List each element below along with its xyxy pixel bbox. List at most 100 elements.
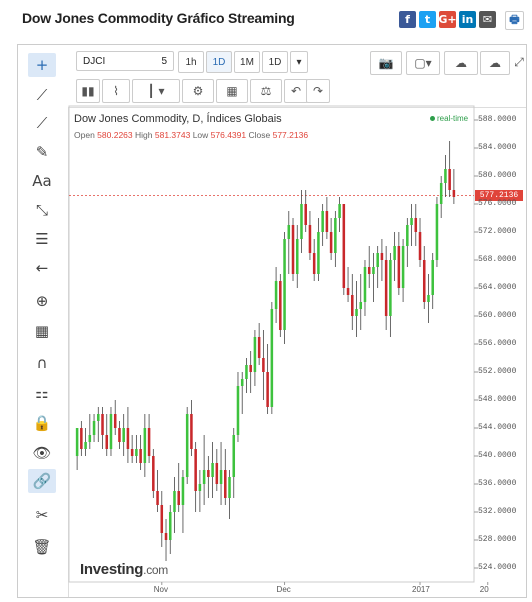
- bar-type-button[interactable]: ┃ ▾: [132, 79, 180, 103]
- linkedin-icon[interactable]: in: [459, 11, 476, 28]
- indicators-button[interactable]: ▦: [216, 79, 248, 103]
- y-tick-label: 568.0000: [478, 255, 517, 264]
- bars-icon: ┃: [147, 84, 155, 98]
- ohlc-readout: Open 580.2263 High 581.3743 Low 576.4391…: [74, 130, 308, 140]
- brush-icon[interactable]: ✎: [35, 143, 49, 161]
- remove-drawings-icon[interactable]: ✂: [35, 506, 49, 524]
- arrow-icon[interactable]: ←: [35, 259, 49, 277]
- indicators-icon: ▦: [226, 84, 238, 98]
- link-icon[interactable]: 🔗: [28, 469, 56, 493]
- y-tick-label: 560.0000: [478, 311, 517, 320]
- cloud-download-icon: ☁: [489, 56, 501, 70]
- y-tick-label: 532.0000: [478, 507, 517, 516]
- redo-button[interactable]: ↷: [306, 79, 330, 103]
- y-tick-label: 548.0000: [478, 395, 517, 404]
- candles-button[interactable]: ▮▮: [76, 79, 100, 103]
- hide-icon[interactable]: 👁: [32, 444, 52, 462]
- high-label: High: [135, 130, 153, 140]
- text-icon[interactable]: Aa: [32, 172, 52, 190]
- chevron-down-icon: ▾: [158, 84, 165, 98]
- fullscreen-icon: ⤢: [514, 54, 524, 69]
- current-price-label: 577.2136: [475, 190, 523, 201]
- googleplus-icon[interactable]: G+: [438, 11, 457, 28]
- realtime-badge: real-time: [430, 114, 468, 123]
- zoom-icon[interactable]: ⊕: [35, 292, 49, 310]
- y-tick-label: 552.0000: [478, 367, 517, 376]
- camera-icon: 📷: [378, 56, 394, 70]
- close-label: Close: [248, 130, 271, 140]
- color-picker[interactable]: ▢▾: [406, 51, 440, 75]
- logo-suffix: .com: [143, 563, 168, 577]
- redo-icon: ↷: [312, 84, 324, 98]
- interval-1h[interactable]: 1h: [178, 51, 204, 73]
- scale-icon: ⚖: [260, 84, 272, 98]
- line-chart-button[interactable]: ⌇: [102, 79, 130, 103]
- trend-line-icon[interactable]: ⟋: [36, 86, 48, 104]
- interval-1m[interactable]: 1M: [234, 51, 260, 73]
- lock-icon[interactable]: 🔒: [32, 414, 52, 432]
- cloud-upload-button[interactable]: ☁: [444, 51, 478, 75]
- y-tick-label: 580.0000: [478, 171, 517, 180]
- twitter-icon[interactable]: t: [419, 11, 436, 28]
- interval-menu[interactable]: ▾: [290, 51, 308, 73]
- parallel-channel-icon[interactable]: ⟋: [36, 114, 48, 132]
- symbol-res: 5: [161, 55, 167, 67]
- facebook-icon[interactable]: f: [399, 11, 416, 28]
- investing-logo: Investing.com: [80, 561, 168, 578]
- logo-brand: Investing: [80, 561, 144, 578]
- share-bar: f t G+ in ✉: [399, 11, 496, 28]
- crosshair-icon[interactable]: +: [28, 53, 56, 77]
- y-tick-label: 588.0000: [478, 115, 517, 124]
- y-tick-label: 564.0000: [478, 283, 517, 292]
- camera-button[interactable]: 📷: [370, 51, 402, 75]
- interval-1d[interactable]: 1D: [206, 51, 232, 73]
- high-value: 581.3743: [154, 130, 191, 140]
- compare-button[interactable]: ⚖: [250, 79, 282, 103]
- mail-icon[interactable]: ✉: [479, 11, 496, 28]
- symbol-text: DJCI: [83, 55, 106, 67]
- x-tick-label: Nov: [153, 585, 169, 594]
- drawing-toolbar: + ⟋ ⟋ ✎ Aa ⤡ ☰ ← ⊕ ▦ ∩ ⚏ 🔒 👁 🔗 ✂ 🗑: [18, 45, 69, 597]
- open-label: Open: [74, 130, 95, 140]
- cloud-upload-icon: ☁: [455, 56, 467, 70]
- undo-button[interactable]: ↶: [284, 79, 308, 103]
- y-tick-label: 540.0000: [478, 451, 517, 460]
- square-icon: ▢▾: [414, 56, 432, 70]
- y-tick-label: 576.0000: [478, 199, 517, 208]
- chart-toolbar: DJCI 5 1h 1D 1M 1D ▾ 📷 ▢▾ ☁ ☁ ⤢ ▮▮ ⌇ ┃ ▾…: [68, 45, 526, 108]
- settings-button[interactable]: ⚙: [182, 79, 214, 103]
- low-value: 576.4391: [210, 130, 247, 140]
- y-tick-label: 544.0000: [478, 423, 517, 432]
- candles-icon: ▮▮: [81, 84, 95, 98]
- page-title: Dow Jones Commodity Gráfico Streaming: [22, 10, 295, 26]
- y-tick-label: 572.0000: [478, 227, 517, 236]
- stay-drawing-icon[interactable]: ⚏: [35, 384, 49, 402]
- x-tick-label: 20: [479, 585, 489, 594]
- y-tick-label: 528.0000: [478, 535, 517, 544]
- interval-1d-b[interactable]: 1D: [262, 51, 288, 73]
- close-value: 577.2136: [272, 130, 309, 140]
- pattern-icon[interactable]: ⤡: [35, 201, 48, 219]
- fullscreen-button[interactable]: ⤢: [512, 51, 526, 73]
- y-tick-label: 524.0000: [478, 563, 517, 572]
- y-tick-label: 584.0000: [478, 143, 517, 152]
- gear-icon: ⚙: [192, 84, 204, 98]
- print-icon[interactable]: 🖶: [505, 11, 524, 30]
- chart-legend: Dow Jones Commodity, D, Índices Globais: [74, 113, 282, 125]
- magnet-icon[interactable]: ∩: [36, 354, 48, 372]
- y-tick-label: 536.0000: [478, 479, 517, 488]
- open-value: 580.2263: [97, 130, 133, 140]
- fib-icon[interactable]: ☰: [35, 230, 49, 248]
- trash-icon[interactable]: 🗑: [32, 538, 52, 556]
- chart-widget: + ⟋ ⟋ ✎ Aa ⤡ ☰ ← ⊕ ▦ ∩ ⚏ 🔒 👁 🔗 ✂ 🗑 DJCI 5 1h 1D 1M 1D ▾ …: [17, 44, 527, 598]
- print-wrap: 🖶: [505, 11, 524, 30]
- x-tick-label: Dec: [276, 585, 291, 594]
- low-label: Low: [192, 130, 209, 140]
- x-tick-label: 2017: [412, 585, 430, 594]
- symbol-input[interactable]: DJCI 5: [76, 51, 174, 71]
- measure-icon[interactable]: ▦: [34, 322, 50, 340]
- y-tick-label: 556.0000: [478, 339, 517, 348]
- undo-icon: ↶: [290, 84, 302, 98]
- cloud-download-button[interactable]: ☁: [480, 51, 510, 75]
- line-chart-icon: ⌇: [113, 84, 119, 98]
